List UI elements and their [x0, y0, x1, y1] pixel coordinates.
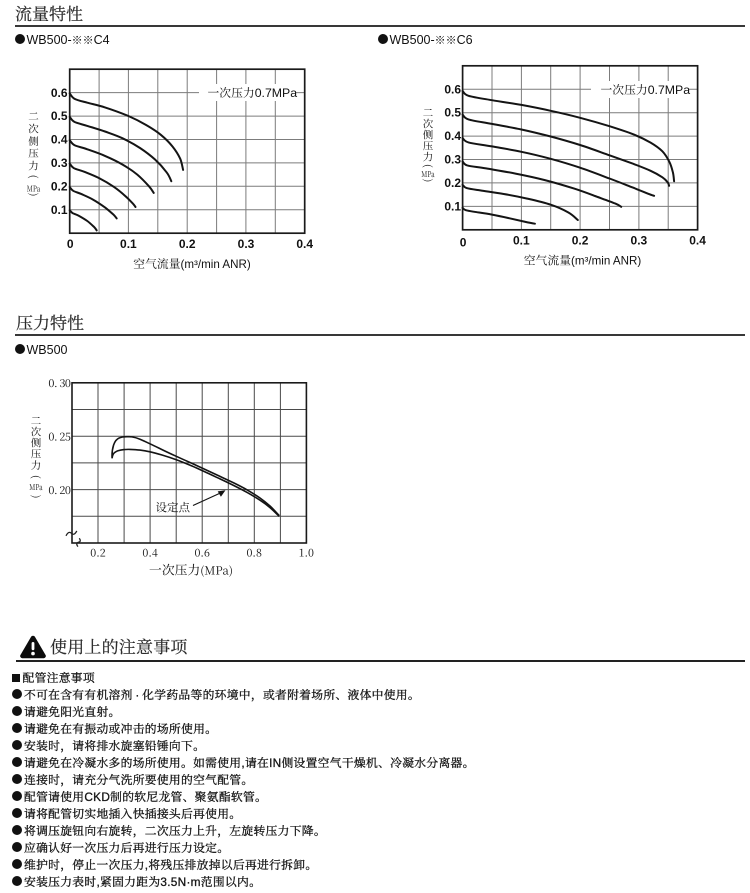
svg-text:侧: 侧 — [28, 134, 39, 149]
svg-text:0.1: 0.1 — [120, 237, 137, 251]
svg-text:0: 0 — [460, 236, 467, 250]
svg-text:): ) — [29, 495, 44, 499]
svg-text:0.1: 0.1 — [513, 234, 530, 248]
svg-text:0.6: 0.6 — [444, 83, 461, 97]
svg-text:MPa: MPa — [421, 169, 435, 180]
svg-text:压: 压 — [423, 138, 434, 153]
svg-text:(: ( — [421, 164, 436, 168]
svg-text:压: 压 — [31, 447, 42, 462]
svg-text:0: 0 — [67, 237, 74, 251]
svg-text:二: 二 — [423, 105, 434, 120]
svg-text:0.4: 0.4 — [142, 546, 157, 561]
svg-text:力: 力 — [28, 159, 39, 174]
svg-text:空气流量(m³/min ANR): 空气流量(m³/min ANR) — [133, 255, 251, 272]
svg-text:次: 次 — [28, 121, 39, 136]
svg-text:侧: 侧 — [31, 436, 42, 451]
svg-text:(: ( — [26, 175, 41, 179]
svg-text:0.3: 0.3 — [444, 153, 461, 167]
svg-text:0.2: 0.2 — [444, 176, 461, 190]
svg-text:0.2: 0.2 — [90, 546, 105, 561]
svg-text:二: 二 — [28, 109, 39, 124]
svg-text:一次压力(MPa): 一次压力(MPa) — [149, 560, 233, 579]
svg-text:0.6: 0.6 — [194, 546, 209, 561]
svg-text:): ) — [421, 178, 436, 182]
svg-text:): ) — [26, 193, 41, 197]
svg-text:0.3: 0.3 — [51, 156, 68, 170]
svg-text:0.2: 0.2 — [179, 237, 196, 251]
svg-text:0.5: 0.5 — [444, 106, 461, 120]
svg-text:0.1: 0.1 — [51, 203, 68, 217]
svg-text:MPa: MPa — [27, 184, 41, 195]
svg-text:0.2: 0.2 — [51, 179, 68, 193]
svg-text:0. 30: 0. 30 — [48, 375, 71, 391]
svg-text:MPa: MPa — [29, 482, 43, 493]
svg-text:0.4: 0.4 — [689, 234, 706, 248]
svg-text:0.1: 0.1 — [444, 200, 461, 214]
svg-text:0.2: 0.2 — [572, 234, 589, 248]
svg-text:压: 压 — [28, 146, 39, 161]
svg-text:空气流量(m³/min ANR): 空气流量(m³/min ANR) — [524, 252, 642, 269]
svg-text:0.4: 0.4 — [51, 133, 68, 147]
svg-text:设定点: 设定点 — [156, 500, 191, 516]
svg-text:0.3: 0.3 — [238, 237, 255, 251]
svg-text:0. 20: 0. 20 — [48, 482, 71, 498]
svg-text:次: 次 — [31, 425, 42, 440]
svg-text:力: 力 — [423, 149, 434, 164]
svg-text:力: 力 — [31, 458, 42, 473]
svg-text:0.8: 0.8 — [246, 546, 261, 561]
svg-text:0.5: 0.5 — [51, 109, 68, 123]
svg-text:侧: 侧 — [423, 127, 434, 142]
svg-text:次: 次 — [423, 116, 434, 131]
svg-text:(: ( — [29, 475, 44, 479]
svg-text:一次压力0.7MPa: 一次压力0.7MPa — [601, 81, 691, 98]
svg-text:0.6: 0.6 — [51, 86, 68, 100]
svg-text:一次压力0.7MPa: 一次压力0.7MPa — [208, 84, 298, 101]
svg-text:0.4: 0.4 — [296, 237, 313, 251]
svg-text:1.0: 1.0 — [299, 546, 314, 561]
svg-text:二: 二 — [31, 413, 42, 428]
svg-text:0.3: 0.3 — [631, 234, 648, 248]
svg-text:0. 25: 0. 25 — [48, 429, 71, 445]
svg-text:0.4: 0.4 — [444, 129, 461, 143]
